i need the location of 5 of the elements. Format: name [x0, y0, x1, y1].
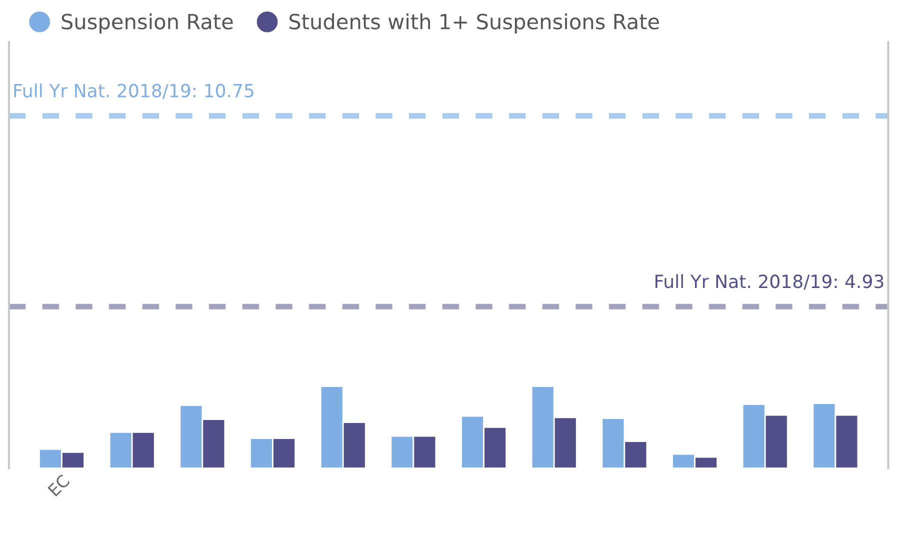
legend-label: Suspension Rate: [62, 13, 233, 34]
legend-label: Students with 1+ Suspensions Rate: [289, 13, 659, 34]
ref-line-label: Full Yr Nat. 2018/19: 10.75: [14, 83, 254, 99]
ref-line-label: Full Yr Nat. 2018/19: 4.93: [656, 274, 884, 290]
x-tick-label: EC: [47, 474, 70, 497]
